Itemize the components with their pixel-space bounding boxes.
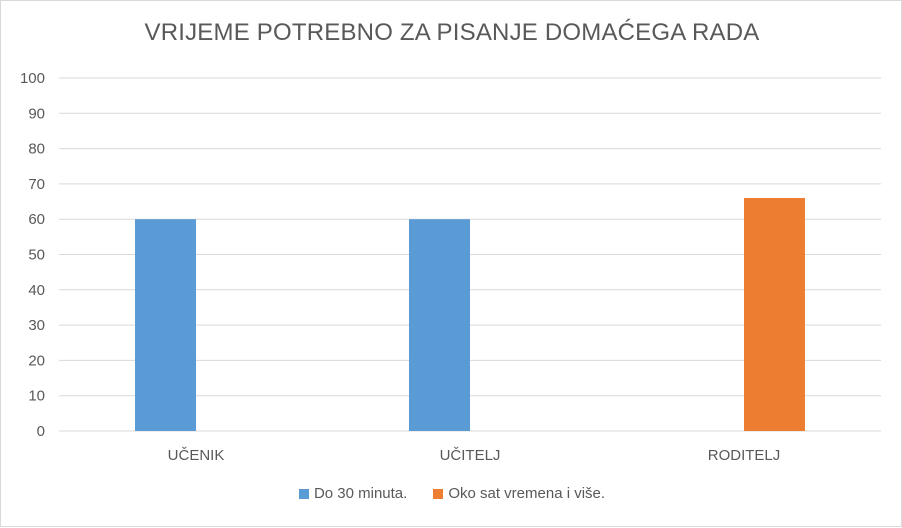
x-tick-label: RODITELJ — [708, 447, 781, 464]
y-tick-label: 20 — [28, 352, 45, 369]
y-tick-label: 30 — [28, 317, 45, 334]
y-tick-label: 70 — [28, 176, 45, 193]
y-tick-label: 60 — [28, 211, 45, 228]
legend: Do 30 minuta. Oko sat vremena i više. — [1, 485, 902, 502]
legend-label-series-2: Oko sat vremena i više. — [448, 485, 606, 502]
y-tick-label: 40 — [28, 282, 45, 299]
chart-title: VRIJEME POTREBNO ZA PISANJE DOMAĆEGA RAD… — [144, 19, 760, 46]
x-tick-label: UČENIK — [168, 447, 225, 464]
x-axis-ticks: UČENIK UČITELJ RODITELJ — [168, 447, 781, 464]
y-tick-label: 80 — [28, 141, 45, 158]
y-tick-label: 0 — [37, 423, 45, 440]
bar-1-1 — [135, 219, 196, 431]
y-tick-label: 50 — [28, 247, 45, 264]
bar-1-2 — [409, 219, 470, 431]
legend-swatch-series-2 — [433, 488, 444, 499]
legend-item-series-2: Oko sat vremena i više. — [433, 485, 605, 502]
y-tick-label: 100 — [20, 70, 45, 87]
bar-2-3 — [744, 198, 805, 431]
y-tick-label: 90 — [28, 105, 45, 122]
legend-label-series-1: Do 30 minuta. — [313, 485, 408, 502]
legend-item-series-1: Do 30 minuta. — [298, 485, 408, 502]
bars — [135, 198, 805, 431]
legend-swatch-series-1 — [298, 488, 309, 499]
y-tick-label: 10 — [28, 388, 45, 405]
y-axis-ticks: 0 10 20 30 40 50 60 70 80 90 100 — [20, 70, 45, 440]
x-tick-label: UČITELJ — [440, 447, 501, 464]
